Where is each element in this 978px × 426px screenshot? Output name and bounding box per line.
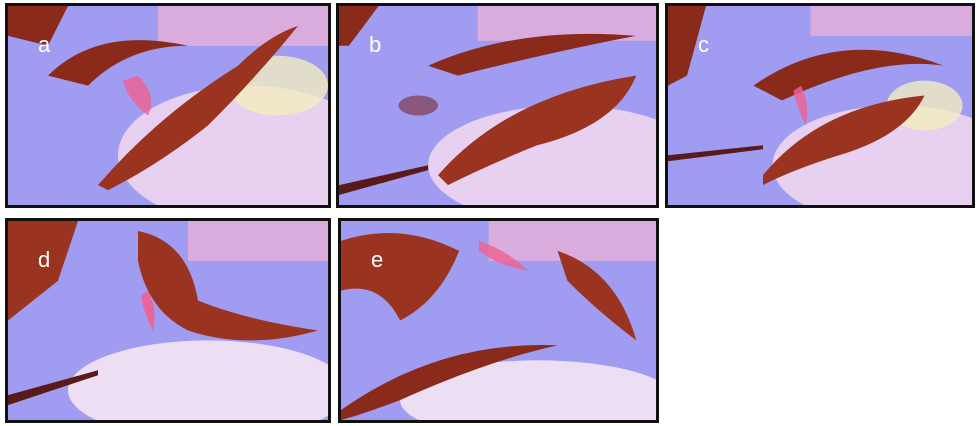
satellite-image (341, 221, 656, 420)
satellite-image (8, 221, 328, 420)
panel-label: c (698, 32, 709, 57)
satellite-panel: e (338, 218, 659, 423)
panel-label: d (38, 247, 51, 272)
satellite-panel: a (5, 3, 331, 208)
satellite-panel: b (336, 3, 659, 208)
panel-label: a (38, 32, 51, 57)
satellite-image (8, 6, 328, 205)
satellite-panel: c (665, 3, 975, 208)
panel-label: b (369, 32, 382, 57)
satellite-image (668, 6, 972, 205)
satellite-image (339, 6, 656, 205)
satellite-panel: d (5, 218, 331, 423)
panel-label: e (371, 247, 384, 272)
